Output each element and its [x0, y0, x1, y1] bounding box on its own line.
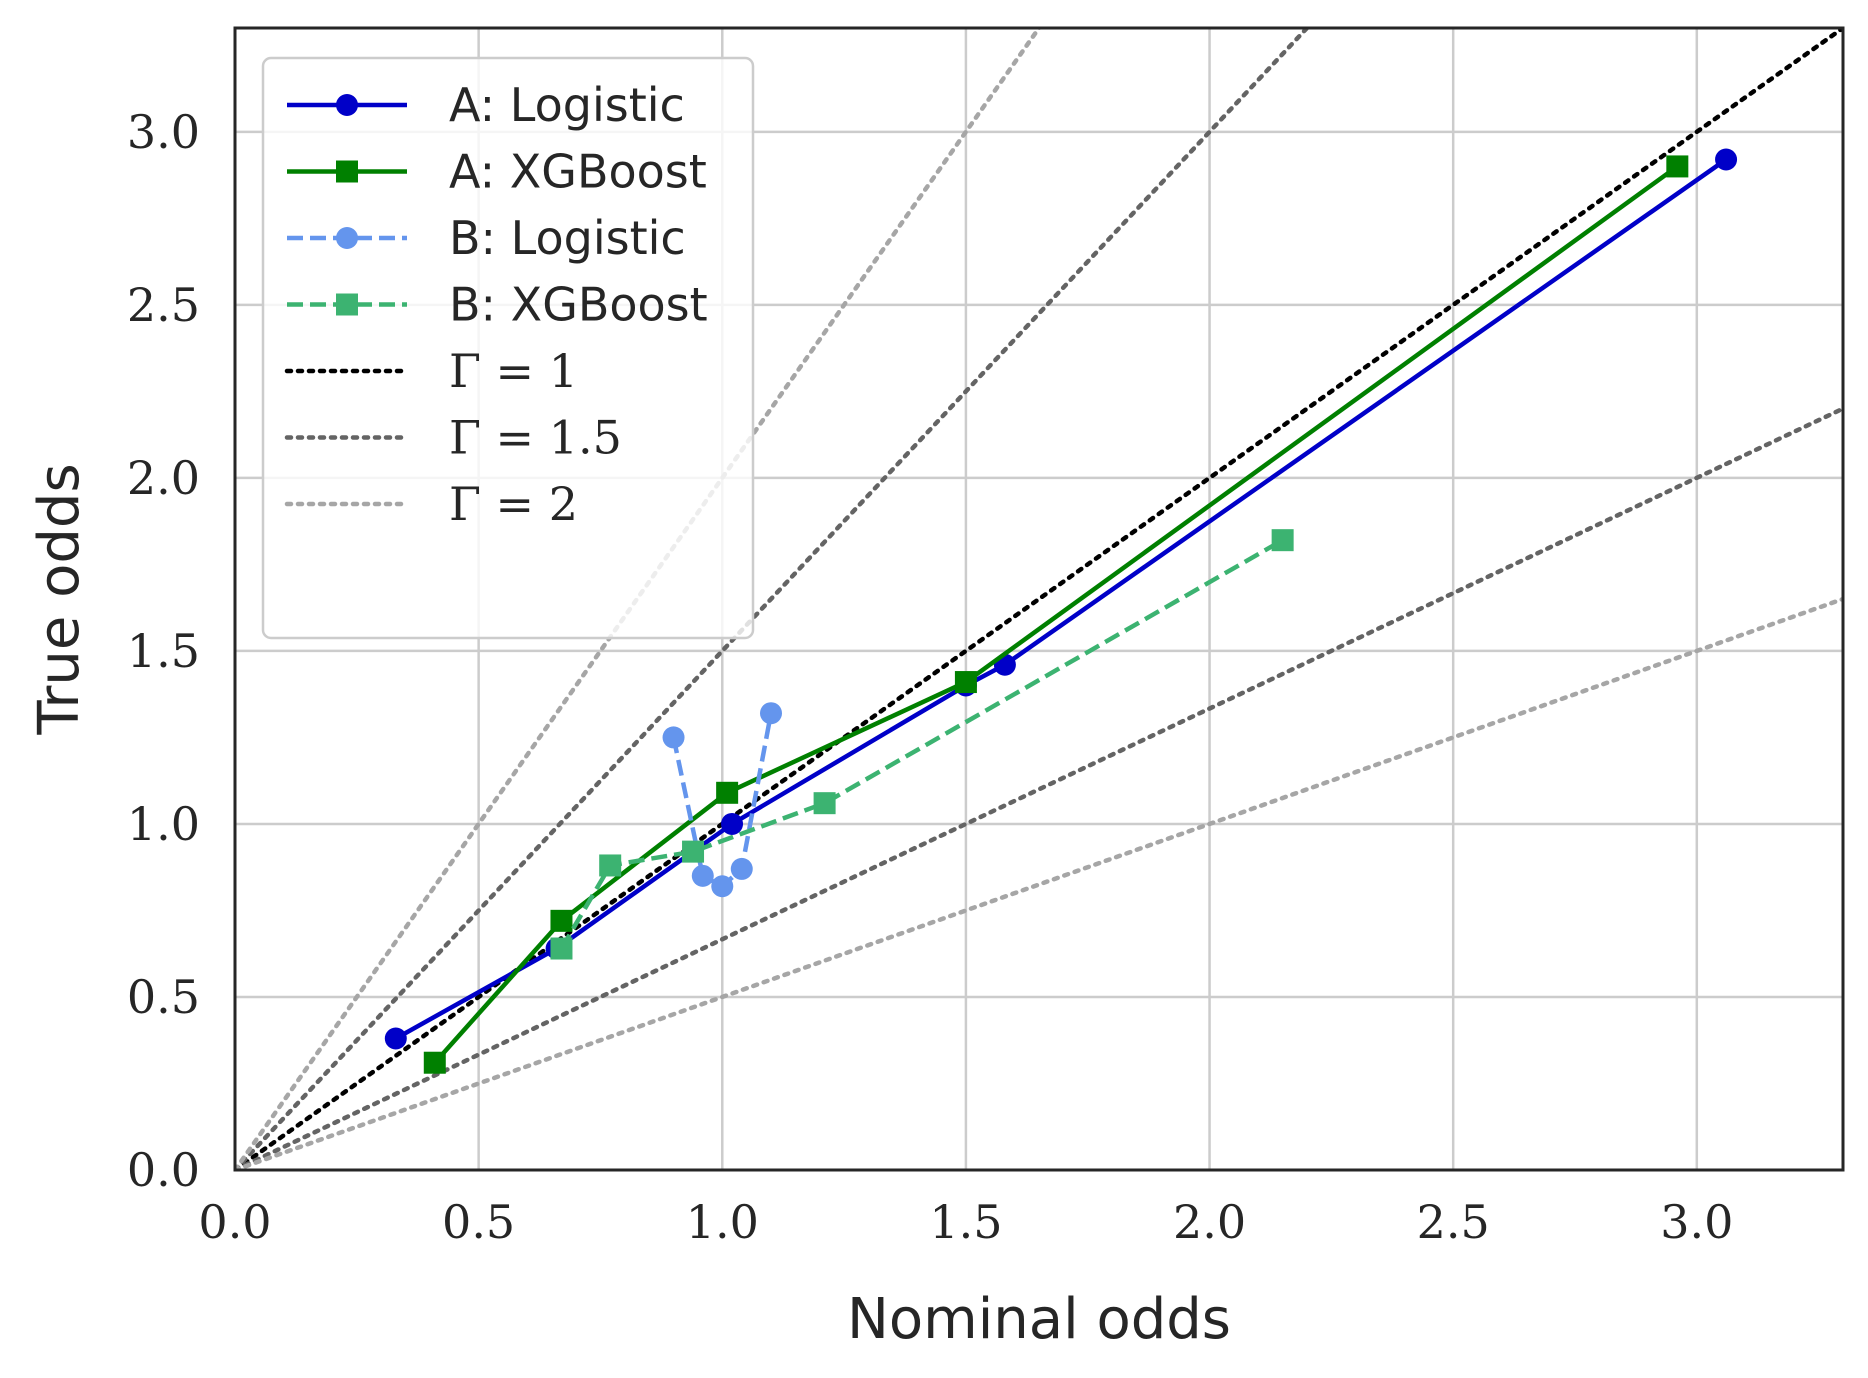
reference-line-gamma-2-1 [235, 596, 1843, 1170]
y-tick-label: 0.0 [127, 1143, 200, 1197]
legend-label: Γ = 1.5 [449, 411, 622, 465]
data-point [813, 792, 836, 815]
x-tick-label: 1.0 [686, 1195, 759, 1249]
data-point [550, 937, 573, 960]
data-point [711, 875, 734, 898]
y-tick-label: 2.0 [127, 451, 200, 505]
legend-entry: B: XGBoost [287, 278, 708, 332]
tick-labels: 0.0 0.5 1.0 1.5 2.0 2.5 3.0 0.0 0.5 1.0 1.5 2.0 2.5 3… [127, 105, 1734, 1249]
legend-label: B: XGBoost [449, 278, 708, 332]
legend-entry: A: Logistic [287, 78, 685, 132]
x-tick-label: 0.0 [198, 1195, 271, 1249]
legend-entry: Γ = 1 [284, 344, 578, 398]
x-tick-label: 1.5 [929, 1195, 1002, 1249]
y-tick-label: 3.0 [127, 105, 200, 159]
series-2 [662, 702, 782, 898]
data-point [760, 702, 782, 725]
data-point [721, 812, 744, 835]
data-series [384, 148, 1738, 1074]
x-tick-label: 2.0 [1173, 1195, 1246, 1249]
legend-entry: Γ = 2 [284, 477, 578, 531]
legend: A: Logistic A: XGBoost B: Logistic B: XGBoo… [261, 56, 755, 640]
data-point [423, 1051, 446, 1074]
reference-line-gamma-1-1 [235, 406, 1843, 1170]
legend-label: B: Logistic [449, 211, 686, 265]
legend-swatch-marker [336, 94, 358, 116]
data-point [1715, 148, 1738, 171]
legend-label: A: XGBoost [449, 145, 707, 199]
x-tick-label: 2.5 [1417, 1195, 1490, 1249]
y-tick-label: 1.0 [127, 797, 200, 851]
legend-swatch-marker [336, 160, 358, 183]
x-tick-label: 3.0 [1660, 1195, 1733, 1249]
legend-swatch-marker [336, 293, 358, 316]
x-axis-title: Nominal odds [847, 1287, 1231, 1352]
legend-label: A: Logistic [449, 78, 685, 132]
y-tick-label: 2.5 [127, 278, 200, 332]
data-point [550, 909, 573, 932]
reference-line-gamma-2-0 [235, 28, 1042, 1170]
legend-entry: Γ = 1.5 [284, 411, 622, 465]
data-point [730, 857, 753, 880]
y-tick-label: 1.5 [127, 624, 200, 678]
legend-swatch-marker [336, 227, 358, 249]
legend-label: Γ = 2 [449, 477, 578, 531]
data-point [599, 854, 622, 877]
data-point [384, 1027, 407, 1050]
series-1 [423, 155, 1689, 1074]
x-tick-label: 0.5 [442, 1195, 515, 1249]
data-point [682, 840, 705, 863]
data-point [1666, 155, 1689, 178]
data-point [716, 781, 739, 804]
series-line [559, 538, 1284, 950]
legend-box [261, 56, 755, 640]
series-3 [550, 529, 1294, 960]
data-point [662, 726, 685, 749]
legend-label: Γ = 1 [449, 344, 578, 398]
legend-items: A: Logistic A: XGBoost B: Logistic B: XGBoo… [284, 78, 708, 531]
data-point [954, 671, 977, 694]
y-axis-title: True odds [27, 463, 92, 735]
legend-entry: B: Logistic [287, 211, 686, 265]
y-tick-label: 0.5 [127, 970, 200, 1024]
plot-frame [233, 26, 1845, 1172]
data-point [1271, 529, 1294, 552]
legend-entry: A: XGBoost [287, 145, 707, 199]
series-line [394, 157, 1728, 1041]
data-point [691, 864, 714, 887]
